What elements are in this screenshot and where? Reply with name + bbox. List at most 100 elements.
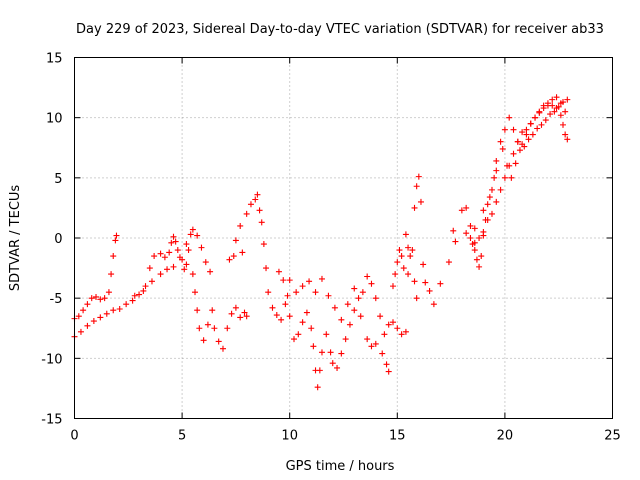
data-point (398, 253, 405, 260)
data-point (202, 259, 209, 266)
data-point (157, 250, 164, 257)
data-point (372, 340, 379, 347)
data-point (88, 295, 95, 302)
data-point (161, 254, 168, 261)
data-point (385, 368, 392, 375)
data-point (405, 271, 412, 278)
data-point (131, 292, 138, 299)
data-point (243, 313, 250, 320)
data-point (529, 131, 536, 138)
data-point (368, 280, 375, 287)
data-point (525, 136, 532, 143)
data-point (252, 196, 259, 203)
data-point (499, 145, 506, 152)
data-point (142, 283, 149, 290)
data-point (110, 307, 117, 314)
data-point (488, 210, 495, 217)
y-axis-label: SDTVAR / TECUs (8, 185, 23, 292)
data-point (256, 207, 263, 214)
data-point (519, 129, 526, 136)
data-point (194, 232, 201, 239)
data-point (172, 238, 179, 245)
data-point (97, 296, 104, 303)
data-point (560, 121, 567, 128)
plot-frame (74, 57, 613, 419)
data-point (508, 174, 515, 181)
data-point (506, 114, 513, 121)
data-point (331, 304, 338, 311)
data-point (504, 162, 511, 169)
data-point (422, 279, 429, 286)
data-point (467, 235, 474, 241)
data-point (308, 325, 315, 332)
data-point (547, 111, 554, 118)
data-point (303, 309, 310, 316)
data-point (536, 109, 543, 116)
chart-title: Day 229 of 2023, Sidereal Day-to-day VTE… (76, 22, 604, 37)
data-point (437, 280, 444, 287)
data-point (183, 241, 190, 248)
data-point (389, 283, 396, 290)
data-point (564, 96, 571, 103)
data-point (101, 295, 108, 302)
data-point (473, 256, 480, 263)
data-point (562, 131, 569, 138)
data-point (480, 228, 487, 235)
data-point (84, 322, 91, 329)
data-point (146, 265, 153, 272)
data-point (286, 313, 293, 320)
data-point (338, 316, 345, 323)
data-point (140, 287, 147, 294)
data-point (549, 102, 556, 109)
data-point (211, 325, 218, 332)
data-point (415, 173, 422, 180)
data-point (488, 186, 495, 193)
data-point (325, 292, 332, 299)
data-point (181, 266, 188, 273)
data-point (273, 312, 280, 319)
data-point (103, 310, 110, 317)
data-point (351, 285, 358, 292)
data-point (269, 304, 276, 311)
data-point (542, 117, 549, 124)
data-point (80, 307, 87, 314)
y-tick-label: -15 (41, 413, 62, 428)
y-tick-label: 15 (46, 52, 63, 67)
data-points (71, 94, 571, 391)
data-point (471, 225, 478, 232)
data-point (232, 237, 239, 244)
data-point (170, 263, 177, 270)
data-point (237, 314, 244, 321)
data-point (275, 268, 282, 275)
data-point (497, 186, 504, 193)
data-point (417, 198, 424, 205)
data-point (426, 287, 433, 294)
data-point (467, 222, 474, 229)
data-point (420, 261, 427, 268)
data-point (329, 360, 336, 367)
data-point (476, 235, 483, 241)
data-point (316, 367, 323, 374)
data-point (540, 105, 547, 112)
data-point (209, 307, 216, 314)
data-point (476, 263, 483, 270)
y-tick-label: 10 (46, 112, 63, 127)
data-point (493, 198, 500, 205)
data-point (189, 226, 196, 233)
tick-labels: 0 5 10 15 20 25 -15 -10 -5 0 5 10 15 (41, 52, 621, 444)
data-point (198, 244, 205, 251)
data-point (392, 271, 399, 278)
data-point (560, 99, 567, 106)
data-point (237, 222, 244, 229)
data-point (430, 301, 437, 308)
data-point (291, 336, 298, 343)
x-tick-label: 15 (389, 429, 406, 444)
data-point (263, 265, 270, 272)
data-point (187, 231, 194, 238)
data-point (293, 289, 300, 296)
data-point (260, 241, 267, 248)
data-point (151, 253, 158, 260)
data-point (445, 259, 452, 266)
data-point (527, 120, 534, 127)
